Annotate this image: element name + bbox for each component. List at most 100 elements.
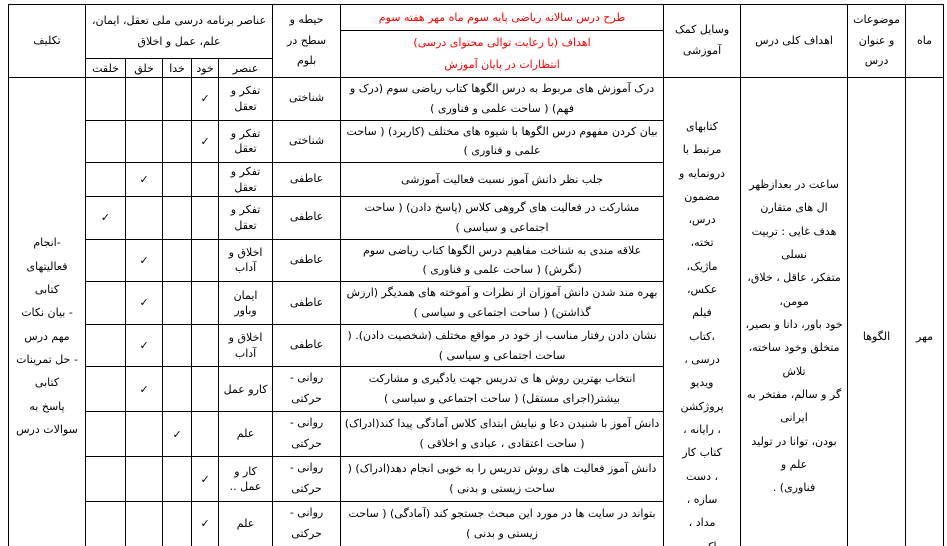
objective-cell: دانش آموز با شنیدن دعا و نیایش ابتدای کل… (340, 411, 665, 458)
check-cell-god (162, 281, 193, 325)
checkmark-god: ✓ (162, 411, 193, 458)
general-goals-text: ساعت در بعدازظهر ال های متقارن هدف غایی … (740, 77, 849, 546)
checkmark-creation-people: ✓ (125, 323, 164, 368)
col-header-creation-nature: خلقت (84, 58, 127, 78)
check-cell-creation-nature (84, 456, 127, 502)
check-cell-god (162, 238, 193, 283)
check-cell-creation-nature (84, 281, 127, 325)
objectives-subtitle-line2: انتظارات در پایان آموزش (444, 58, 560, 71)
check-cell-self (191, 281, 220, 325)
element-cell: علم (218, 500, 274, 546)
objective-cell: درک آموزش های مربوط به درس الگوها کتاب ر… (340, 77, 665, 121)
check-cell-creation-nature (84, 238, 127, 283)
task-text: -انجام فعالیتهای کتابی - بیان نکات مهم د… (8, 77, 86, 546)
bloom-cell: شناختی (272, 77, 342, 121)
bloom-cell: عاطفی (272, 238, 342, 283)
lesson-row: جلب نظر دانش آموز نسبت فعالیت آموزشی عاطف… (9, 162, 944, 197)
objective-cell: جلب نظر دانش آموز نسبت فعالیت آموزشی (340, 162, 665, 197)
check-cell-creation-people (125, 500, 164, 546)
col-header-element: عنصر (218, 58, 274, 78)
check-cell-self (191, 411, 220, 458)
lesson-row: انتخاب بهترین روش ها ی تدریس جهت یادگیری… (9, 366, 944, 413)
element-cell: علم (218, 411, 274, 458)
checkmark-creation-people: ✓ (125, 162, 164, 197)
element-cell: تفکر و تعقل (218, 162, 274, 197)
col-header-month: ماه (905, 4, 945, 78)
lesson-row: دانش آموز با شنیدن دعا و نیایش ابتدای کل… (9, 411, 944, 458)
element-cell: کار و عمل .. (218, 456, 274, 502)
col-header-topics: موضوعات و عنوان درس (847, 4, 907, 78)
objective-cell: انتخاب بهترین روش ها ی تدریس جهت یادگیری… (340, 366, 665, 413)
bloom-cell: عاطفی (272, 323, 342, 368)
bloom-cell: عاطفی (272, 281, 342, 325)
element-cell: تفکر و تعقل (218, 195, 274, 240)
check-cell-creation-nature (84, 77, 127, 121)
lesson-row: مشارکت در فعالیت های گروهی کلاس (پاسخ دا… (9, 195, 944, 240)
lesson-plan-table: ماه موضوعات و عنوان درس اهداف کلی درس وس… (8, 3, 945, 546)
check-cell-creation-nature (84, 162, 127, 197)
topic-value: الگوها (847, 77, 907, 546)
col-header-creation-people: خلق (125, 58, 164, 78)
element-cell: ایمان وباور (218, 281, 274, 325)
lesson-row: دانش آموز فعالیت های روش تدریس را به خوب… (9, 456, 944, 502)
element-cell: تفکر و تعقل (218, 119, 274, 164)
check-cell-creation-people (125, 195, 164, 240)
objectives-subtitle: اهداف (با رعایت توالی محتوای درسی) انتظا… (340, 30, 665, 78)
bloom-cell: روانی - حرکتی (272, 500, 342, 546)
col-header-general-goals: اهداف کلی درس (740, 4, 849, 78)
objective-cell: علاقه مندی به شناخت مفاهیم درس الگوها کت… (340, 238, 665, 283)
check-cell-creation-people (125, 456, 164, 502)
checkmark-creation-people: ✓ (125, 238, 164, 283)
bloom-cell: عاطفی (272, 162, 342, 197)
element-cell: اخلاق و آداب (218, 323, 274, 368)
check-cell-self (191, 366, 220, 413)
element-cell: کارو عمل (218, 366, 274, 413)
checkmark-creation-people: ✓ (125, 366, 164, 413)
lesson-row: بهره مند شدن دانش آموزان از نظرات و آموخ… (9, 281, 944, 325)
check-cell-god (162, 195, 193, 240)
col-header-task: تکلیف (8, 4, 86, 78)
checkmark-self: ✓ (191, 77, 220, 121)
objective-cell: مشارکت در فعالیت های گروهی کلاس (پاسخ دا… (340, 195, 665, 240)
check-cell-self (191, 162, 220, 197)
month-value: مهر (905, 77, 945, 546)
check-cell-creation-people (125, 119, 164, 164)
col-header-bloom: حیطه و سطح در بلوم (272, 4, 342, 78)
bloom-cell: روانی - حرکتی (272, 366, 342, 413)
check-cell-god (162, 77, 193, 121)
bloom-cell: روانی - حرکتی (272, 411, 342, 458)
col-header-elements-group: عناصر برنامه درسی ملی تعقل، ایمان، علم، … (84, 3, 274, 60)
bloom-cell: شناختی (272, 119, 342, 164)
check-cell-god (162, 162, 193, 197)
checkmark-self: ✓ (191, 119, 220, 164)
objective-cell: دانش آموز فعالیت های روش تدریس را به خوب… (340, 456, 665, 502)
check-cell-creation-nature (84, 366, 127, 413)
check-cell-creation-people (125, 411, 164, 458)
element-cell: اخلاق و آداب (218, 238, 274, 283)
check-cell-self (191, 323, 220, 368)
checkmark-self: ✓ (191, 456, 220, 502)
check-cell-god (162, 456, 193, 502)
col-header-self: خود (191, 58, 220, 78)
check-cell-creation-nature (84, 411, 127, 458)
check-cell-self (191, 238, 220, 283)
checkmark-self: ✓ (191, 500, 220, 546)
checkmark-creation-nature: ✓ (84, 195, 127, 240)
check-cell-creation-people (125, 77, 164, 121)
objective-cell: بتواند در سایت ها در مورد این مبحث جستجو… (340, 500, 665, 546)
objective-cell: نشان دادن رفتار مناسب از خود در مواقع مخ… (340, 323, 665, 368)
aids-text: کتابهای مرتبط با درونمایه و مضمون درس، ت… (663, 77, 742, 546)
col-header-aids: وسایل کمک آموزشی (663, 4, 742, 78)
objective-cell: بهره مند شدن دانش آموزان از نظرات و آموخ… (340, 281, 665, 325)
checkmark-creation-people: ✓ (125, 281, 164, 325)
check-cell-creation-nature (84, 119, 127, 164)
check-cell-god (162, 323, 193, 368)
objective-cell: بیان کردن مفهوم درس الگوها با شیوه های م… (340, 119, 665, 164)
bloom-cell: روانی - حرکتی (272, 456, 342, 502)
lesson-row: بیان کردن مفهوم درس الگوها با شیوه های م… (9, 119, 944, 164)
col-header-god: خدا (162, 58, 193, 78)
element-cell: تفکر و تعقل (218, 77, 274, 121)
bloom-cell: عاطفی (272, 195, 342, 240)
check-cell-creation-nature (84, 323, 127, 368)
